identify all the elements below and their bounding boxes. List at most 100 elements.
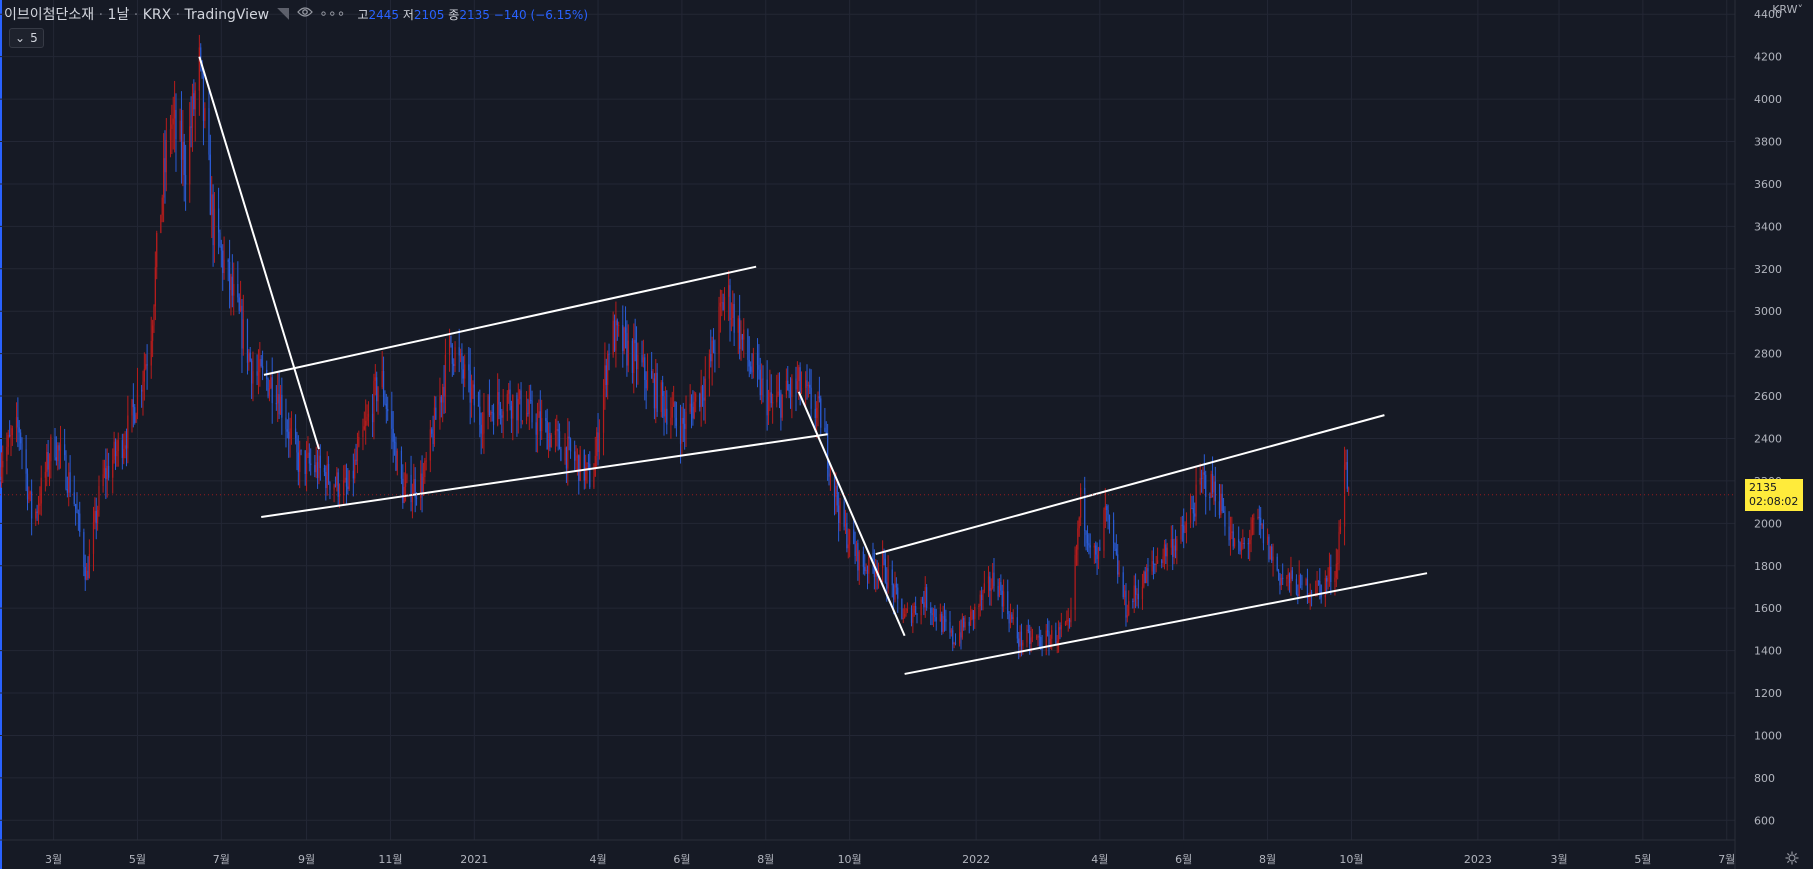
candle-body [384,397,386,404]
candle-body [79,513,81,533]
candle-body [616,320,618,326]
price-tick-label: 2000 [1754,517,1782,530]
candle-body [905,610,907,615]
candle-body [1106,506,1108,510]
candle-body [904,614,906,619]
candle-body [297,452,299,472]
candle-body [57,445,59,461]
candle-body [788,390,790,392]
candle-body [1018,638,1020,647]
candle-body [913,605,915,613]
candle-body [891,569,893,586]
candle-body [239,305,242,311]
candle-body [17,417,19,428]
candle-body [464,364,466,379]
time-tick-label: 8월 [1259,853,1276,866]
candle-body [816,407,818,418]
candle-body [509,389,511,406]
candle-body [1277,570,1280,574]
trendline [904,572,1428,675]
candle-body [202,74,205,121]
candle-body [469,370,471,403]
symbol-title[interactable]: 이브이첨단소재 · 1날 · KRX · TradingView [4,7,270,23]
candle-body [1324,578,1326,598]
gear-icon[interactable] [1785,851,1799,865]
time-tick-label: 2022 [962,853,990,866]
candle-body [644,357,646,380]
candle-body [21,443,23,450]
candle-body [487,395,489,413]
candle-body [847,544,849,549]
candle-body [1020,631,1023,646]
candle-body [583,450,585,481]
candle-body [479,406,481,425]
candle-body [887,569,889,589]
candle-body [1123,590,1126,598]
candle-body [261,366,264,370]
candle-body [429,429,431,461]
candle-body [1059,627,1061,630]
candle-body [512,395,514,419]
candle-body [1346,462,1348,489]
candle-body [942,616,944,632]
candle-body [1038,636,1040,638]
candle-body [9,434,11,437]
candle-body [329,482,331,490]
candle-body [270,377,272,388]
candle-body [921,599,924,603]
candle-body [422,477,425,493]
candle-body [248,352,250,363]
candle-body [175,109,177,140]
candle-body [31,491,33,519]
candle-body [54,436,56,458]
candle-body [46,451,48,472]
candle-body [450,335,452,345]
more-icon[interactable]: ∘∘∘ [319,6,346,22]
candle-body [1170,539,1172,548]
indicators-toggle-button[interactable]: ⌄ 5 [9,28,44,48]
candle-body [400,450,403,479]
candle-body [1145,568,1148,584]
candle-body [1240,543,1243,552]
currency-button[interactable]: KRW˅ [1772,3,1803,16]
candle-body [1257,516,1259,519]
candle-body [1224,512,1226,527]
candle-body [275,403,277,405]
candle-body [605,365,607,385]
candle-body [865,569,867,572]
candle-body [153,306,155,326]
candle-body [164,158,166,173]
candle-body [594,455,596,477]
candle-body [875,571,877,577]
candle-body [1184,532,1186,534]
candle-body [424,461,426,478]
candle-body [635,343,638,370]
candle-body [1269,546,1271,560]
candle-body [431,429,433,434]
candle-body [98,486,100,511]
candle-body [589,463,591,488]
candle-body [440,396,442,403]
candle-body [393,441,396,443]
candle-body [1266,536,1269,544]
candle-body [374,377,376,381]
candle-body [1202,472,1204,479]
candle-body [20,432,22,444]
candle-body [862,551,864,567]
candle-body [290,428,293,430]
candle-body [92,521,95,554]
candle-body [444,354,447,397]
eye-icon[interactable] [297,6,314,22]
candle-body [1007,591,1009,615]
candle-body [477,405,480,407]
candle-body [294,428,297,439]
candle-body [752,352,754,373]
candle-body [882,553,884,568]
candle-body [1085,530,1087,535]
candle-body [183,141,185,176]
trendline [198,56,320,450]
candle-body [277,394,279,404]
candle-body [1261,524,1263,526]
candle-body [602,388,605,433]
